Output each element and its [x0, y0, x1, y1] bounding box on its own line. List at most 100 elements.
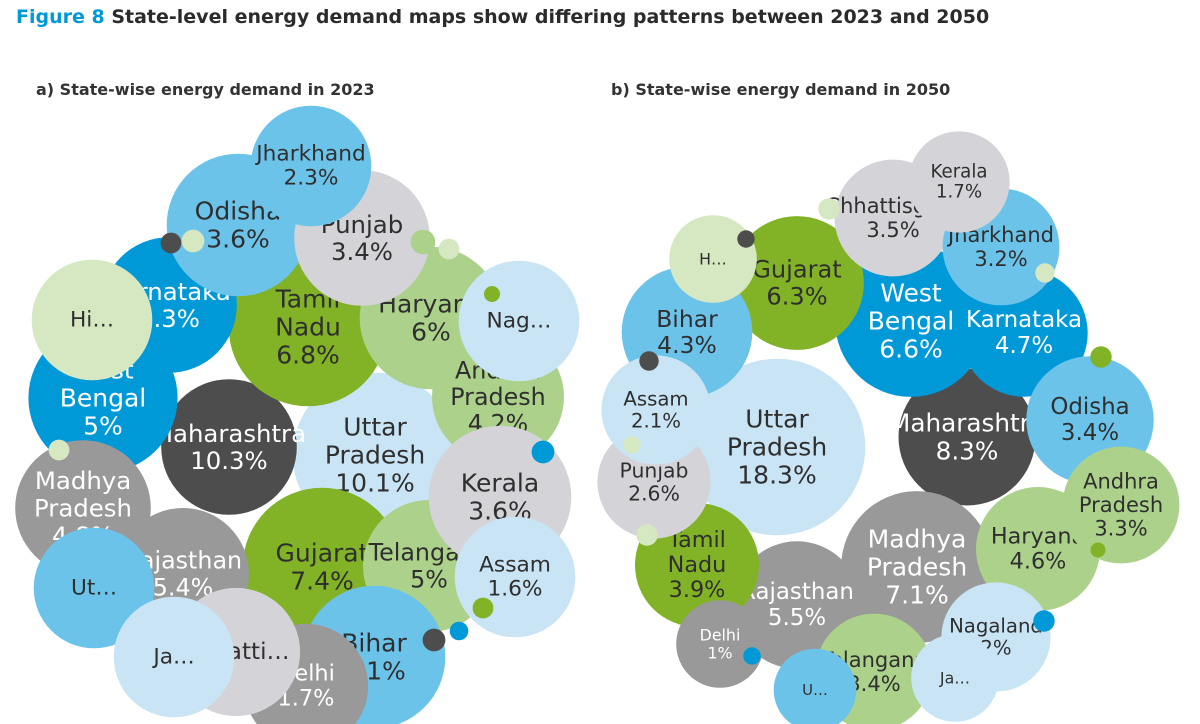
- minor-bubble: [1035, 263, 1055, 283]
- bubble-circle: [676, 600, 764, 688]
- bubble-value: 3.4%: [331, 237, 393, 266]
- bubble-value: 3.2%: [974, 247, 1027, 271]
- bubble-label: Pradesh: [325, 441, 425, 470]
- minor-bubble: [531, 440, 555, 464]
- bubble-value: 18.3%: [737, 461, 816, 490]
- bubble-label: Hi…: [70, 308, 114, 333]
- minor-bubble: [1090, 542, 1106, 558]
- bubble-circle: [688, 358, 866, 536]
- minor-bubble: [484, 286, 500, 302]
- bubble-value: 3.5%: [866, 218, 919, 242]
- minor-bubble: [1090, 346, 1112, 368]
- bubble-jammu-and-kashmir: Ja…: [113, 596, 235, 718]
- figure-title-text: State-level energy demand maps show diff…: [111, 6, 990, 28]
- bubble-label: Pradesh: [1079, 493, 1163, 517]
- bubble-value: 2.6%: [628, 481, 680, 505]
- bubble-circle: [773, 648, 857, 724]
- bubble-label: Maharashtra: [152, 419, 306, 448]
- bubble-value: 4.3%: [657, 331, 717, 359]
- bubble-label: Uttar: [745, 405, 809, 434]
- bubble-label: Jharkhand: [254, 141, 365, 166]
- bubble-circle: [911, 634, 999, 722]
- bubble-himachal-pradesh: H…: [669, 215, 757, 303]
- minor-bubble: [48, 439, 70, 461]
- bubble-value: 6%: [411, 318, 451, 347]
- minor-bubble: [818, 198, 840, 220]
- bubble-jammu-and-kashmir: Ja…: [911, 634, 999, 722]
- bubble-label: U…: [802, 681, 828, 699]
- bubble-circle: [669, 215, 757, 303]
- panel-b-title: b) State-wise energy demand in 2050: [611, 80, 951, 99]
- bubble-label: Assam: [623, 388, 688, 411]
- bubble-value: 6.3%: [766, 283, 827, 311]
- bubble-label: Andhra: [1083, 469, 1159, 493]
- bubble-uttarakhand: U…: [773, 648, 857, 724]
- minor-bubble: [1033, 610, 1055, 632]
- minor-bubble: [472, 597, 494, 619]
- bubble-value: 4.6%: [1010, 549, 1067, 575]
- bubble-value: 7.4%: [290, 567, 354, 596]
- bubble-value: 10.3%: [190, 446, 267, 475]
- bubble-label: Madhya: [35, 466, 131, 495]
- panel-a-bubbles: UttarPradesh10.1%Maharashtra10.3%Gujarat…: [15, 105, 580, 724]
- minor-bubble: [438, 238, 460, 260]
- bubble-value: 8.3%: [936, 436, 999, 465]
- bubble-circle: [908, 131, 1010, 233]
- bubble-label: Bengal: [60, 384, 147, 413]
- bubble-circle: [1062, 446, 1180, 564]
- minor-bubble: [636, 524, 658, 546]
- bubble-label: Nag…: [487, 309, 552, 334]
- bubble-value: 3.4%: [1061, 420, 1119, 446]
- bubble-label: Gujarat: [276, 539, 369, 568]
- bubble-label: West: [880, 279, 942, 308]
- bubble-value: 6.8%: [276, 341, 340, 370]
- bubble-value: 1%: [707, 643, 732, 662]
- bubble-label: Maharashtra: [889, 409, 1045, 438]
- bubble-value: 4.7%: [995, 333, 1053, 359]
- bubble-value: 3.3%: [1094, 517, 1147, 541]
- bubble-value: 2.3%: [283, 166, 338, 191]
- minor-bubble: [410, 229, 436, 255]
- bubble-value: 5.5%: [768, 605, 826, 631]
- bubble-label: Karnataka: [966, 307, 1082, 333]
- bubble-label: Pradesh: [34, 494, 132, 523]
- minor-bubble: [449, 621, 469, 641]
- bubble-circle: [898, 368, 1036, 506]
- bubble-label: Delhi: [700, 626, 741, 645]
- bubble-label: Kerala: [930, 161, 987, 182]
- figure-title: Figure 8 State-level energy demand maps …: [16, 6, 989, 28]
- bubble-circle: [250, 105, 372, 227]
- minor-bubble: [160, 232, 182, 254]
- bubble-label: Kerala: [461, 469, 539, 498]
- bubble-label: Bihar: [656, 305, 718, 333]
- bubble-uttarakhand: Ut…: [33, 527, 155, 649]
- bubble-label: Pradesh: [727, 433, 827, 462]
- minor-bubble: [181, 229, 205, 253]
- minor-bubble: [623, 436, 641, 454]
- bubble-label: Gujarat: [752, 256, 842, 284]
- bubble-value: 3.6%: [206, 225, 270, 254]
- bubble-value: 6.6%: [879, 335, 943, 364]
- bubble-value: 1.7%: [936, 182, 982, 203]
- figure-number: Figure 8: [16, 6, 105, 28]
- bubble-circle: [730, 216, 864, 350]
- bubble-value: 1.6%: [487, 577, 542, 602]
- minor-bubble: [737, 230, 755, 248]
- bubble-himachal-pradesh: Hi…: [31, 259, 153, 381]
- bubble-label: H…: [699, 250, 727, 269]
- bubble-label: Ja…: [939, 669, 970, 688]
- bubble-label: Ut…: [71, 576, 117, 601]
- bubble-circle: [835, 245, 987, 397]
- bubble-label: Pradesh: [450, 383, 546, 411]
- panel-b-bubbles: UttarPradesh18.3%Maharashtra8.3%MadhyaPr…: [597, 131, 1180, 724]
